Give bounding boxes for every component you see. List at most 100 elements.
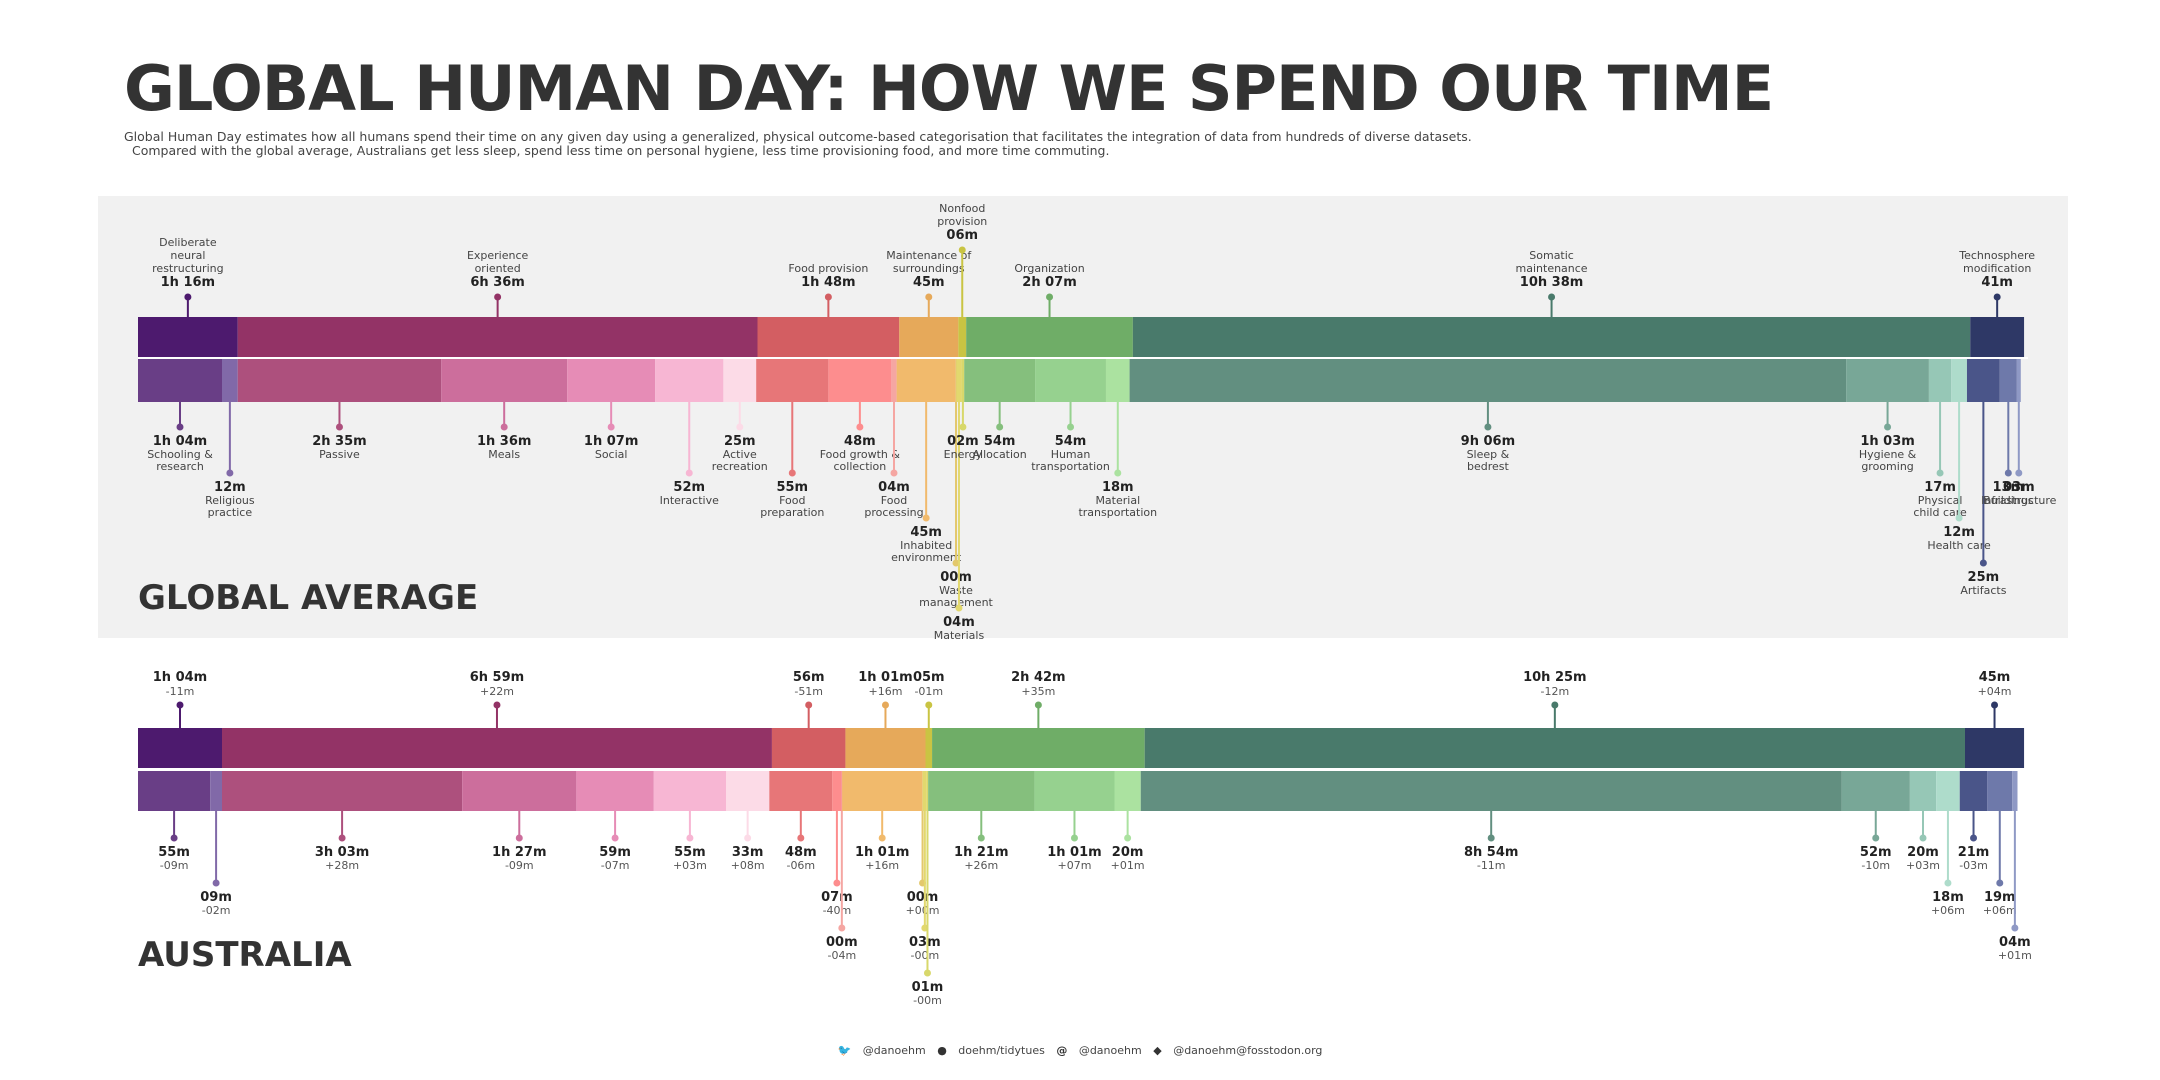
subcategory-name-label: Hygiene & [1859,448,1917,461]
subcategory-diff-label: -00m [913,994,942,1007]
bar-australia-subcategory-14 [928,771,1035,811]
label-dot [958,246,966,254]
bar-australia-category-4 [925,728,933,768]
label-dot [824,293,832,301]
bar-global-subcategory-19 [1928,359,1952,402]
subcategory-name-label: recreation [712,460,768,473]
bar-global-subcategory-4 [567,359,656,402]
label-dot [1979,559,1987,567]
subcategory-name-label: collection [833,460,886,473]
label-dot [856,423,864,431]
subcategory-diff-label: +28m [325,859,359,872]
label-dot [1551,701,1559,709]
label-dot [1114,469,1122,477]
label-dot [1944,879,1952,887]
page-title: GLOBAL HUMAN DAY: HOW WE SPEND OUR TIME [124,52,1774,125]
subcategory-name-label: management [919,596,993,609]
subcategory-diff-label: -02m [202,904,231,917]
label-dot [515,834,523,842]
subcategory-name-label: grooming [1861,460,1913,473]
label-dot [1872,834,1880,842]
bar-australia-category-3 [845,728,926,768]
subcategory-value-label: 8h 54m [1464,845,1518,860]
category-name-label: Maintenance of [886,249,972,262]
label-dot [1993,293,2001,301]
subcategory-value-label: 09m [200,890,232,905]
subcategory-value-label: 12m [214,480,246,495]
subcategory-value-label: 00m [826,935,858,950]
bar-australia-subcategory-10 [842,771,923,811]
label-dot [788,469,796,477]
bar-global-subcategory-3 [441,359,568,402]
subcategory-name-label: Infrastructure [1981,494,2057,507]
label-dot [494,293,502,301]
subcategory-diff-label: -09m [505,859,534,872]
subcategory-name-label: preparation [760,506,824,519]
bar-global-category-1 [237,317,758,357]
bar-global-subcategory-7 [756,359,829,402]
subcategory-diff-label: -00m [911,949,940,962]
bar-australia-subcategory-5 [653,771,726,811]
bar-global-subcategory-8 [828,359,892,402]
bar-australia-subcategory-17 [1140,771,1842,811]
bar-australia-subcategory-3 [462,771,577,811]
bar-global-subcategory-10 [896,359,956,402]
subcategory-name-label: Food growth & [820,448,901,461]
category-diff-label: -12m [1541,685,1570,698]
category-value-label: 45m [1979,670,2011,685]
footer-social: @danoehm [1078,1044,1142,1057]
subcategory-value-label: 21m [1958,845,1990,860]
label-dot [1996,879,2004,887]
subcategory-value-label: 2h 35m [312,434,366,449]
bar-australia-category-5 [932,728,1145,768]
subcategory-value-label: 25m [724,434,756,449]
global-panel-background [98,196,2068,638]
subcategory-name-label: Artifacts [1960,584,2006,597]
subcategory-value-label: 59m [599,845,631,860]
label-dot [176,423,184,431]
category-value-label: 56m [793,670,825,685]
label-dot [955,604,963,612]
bar-australia-category-6 [1144,728,1965,768]
footer-twitter: @danoehm [862,1044,926,1057]
category-value-label: 2h 07m [1022,275,1076,290]
label-dot [176,701,184,709]
bar-australia-subcategory-21 [1959,771,1988,811]
bar-australia-subcategory-8 [832,771,842,811]
bar-global-subcategory-20 [1951,359,1967,402]
footer-github: doehm/tidytues [958,1044,1045,1057]
subcategory-name-label: Religious [205,494,255,507]
subcategory-name-label: transportation [1031,460,1110,473]
category-name-label: Food provision [788,262,868,275]
subcategory-value-label: 1h 07m [584,434,638,449]
subcategory-value-label: 13m [1992,480,2024,495]
subcategory-name-label: Inhabited [900,539,952,552]
subcategory-name-label: Waste [939,584,973,597]
bar-australia-subcategory-16 [1114,771,1141,811]
subcategory-value-label: 33m [732,845,764,860]
subcategory-value-label: 55m [674,845,706,860]
label-dot [959,423,967,431]
bar-global-subcategory-16 [1105,359,1130,402]
subcategory-diff-label: -07m [601,859,630,872]
label-dot [338,834,346,842]
label-dot [226,469,234,477]
label-dot [1046,293,1054,301]
subcategory-value-label: 48m [785,845,817,860]
subcategory-value-label: 54m [984,434,1016,449]
subcategory-name-label: Health care [1927,539,1991,552]
subcategory-value-label: 1h 36m [477,434,531,449]
category-value-label: 45m [913,275,945,290]
label-dot [1034,701,1042,709]
label-dot [686,834,694,842]
label-dot [212,879,220,887]
subcategory-diff-label: -06m [786,859,815,872]
label-dot [977,834,985,842]
bar-australia-subcategory-7 [769,771,833,811]
label-dot [500,423,508,431]
category-name-label: Somatic [1529,249,1574,262]
bar-australia-subcategory-15 [1034,771,1115,811]
bar-global-subcategory-18 [1846,359,1929,402]
label-dot [2004,469,2012,477]
subcategory-name-label: practice [208,506,253,519]
